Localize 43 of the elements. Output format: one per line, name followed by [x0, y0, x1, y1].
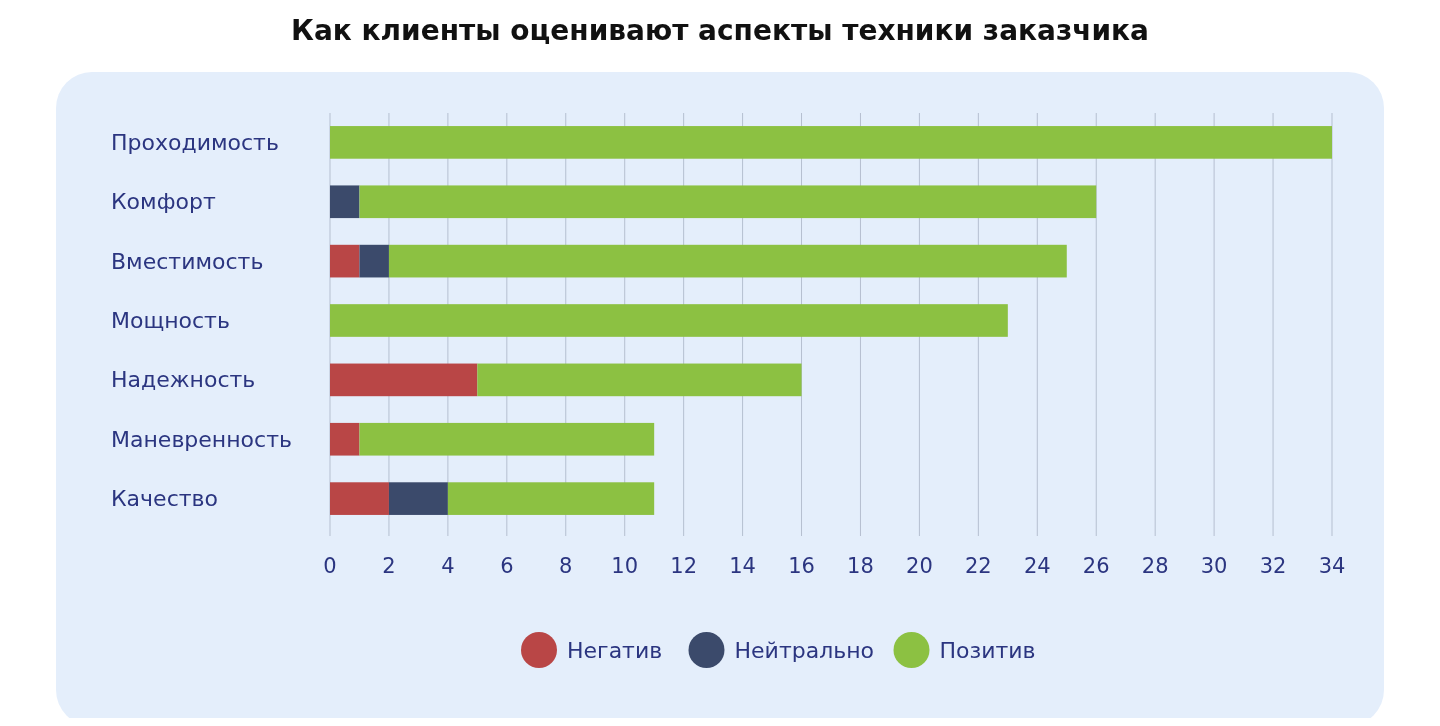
bar: [330, 422, 360, 456]
bar: [388, 482, 448, 515]
legend-label: Позитив: [939, 637, 1036, 663]
chart-title: Как клиенты оценивают аспекты техники заказчика: [291, 14, 1149, 47]
x-tick-label: 18: [847, 554, 874, 578]
legend-label: Нейтрально: [734, 637, 875, 663]
y-tick-label: Маневренность: [111, 426, 292, 452]
bar: [447, 482, 655, 515]
x-tick-label: 22: [964, 554, 992, 578]
x-tick-label: 20: [906, 554, 933, 578]
x-tick-label: 4: [441, 554, 455, 578]
legend-label: Негатив: [567, 637, 663, 663]
x-tick-label: 28: [1141, 554, 1169, 578]
x-tick-label: 30: [1200, 554, 1228, 578]
bar: [388, 244, 1067, 278]
y-tick-label: Вместимость: [111, 248, 264, 274]
y-tick-label: Надежность: [111, 367, 256, 393]
x-tick-label: 34: [1318, 554, 1346, 578]
x-tick-label: 6: [500, 554, 514, 578]
x-tick-label: 8: [559, 554, 573, 578]
x-tick-label: 0: [323, 554, 337, 578]
x-tick-label: 26: [1082, 554, 1110, 578]
x-tick-label: 2: [382, 554, 396, 578]
x-tick-label: 32: [1259, 554, 1287, 578]
bar: [330, 185, 360, 219]
bar: [330, 482, 389, 515]
bar: [330, 363, 478, 397]
y-tick-label: Мощность: [111, 308, 230, 333]
x-tick-label: 12: [670, 554, 698, 578]
bar: [330, 126, 1332, 159]
x-tick-label: 16: [788, 554, 815, 578]
bar: [359, 185, 1097, 219]
x-tick-label: 14: [729, 554, 756, 578]
y-tick-label: Качество: [111, 486, 218, 512]
bar: [359, 422, 655, 456]
x-tick-label: 24: [1023, 554, 1051, 578]
bar: [359, 244, 389, 278]
bar: [330, 304, 1008, 337]
bar: [477, 363, 802, 397]
y-tick-label: Проходимость: [111, 129, 279, 155]
x-tick-label: 10: [611, 554, 639, 578]
y-tick-label: Комфорт: [111, 189, 216, 215]
bar: [330, 244, 360, 278]
